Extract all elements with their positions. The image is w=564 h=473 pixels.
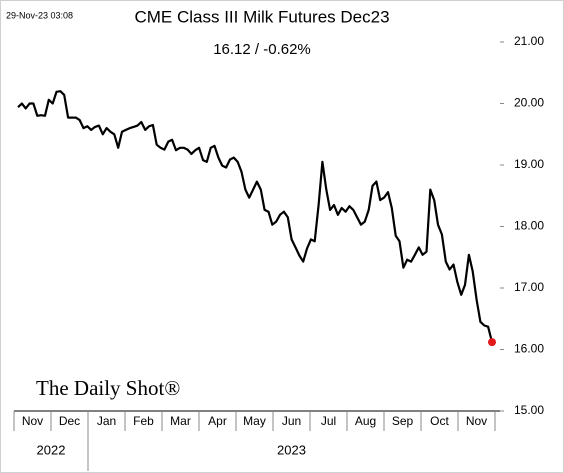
y-tick-label: 17.00 bbox=[514, 280, 544, 294]
y-tick-label: 16.00 bbox=[514, 342, 544, 356]
y-tick-label: 18.00 bbox=[514, 219, 544, 233]
y-tick-label: 15.00 bbox=[514, 403, 544, 417]
x-tick-label: Jun bbox=[282, 414, 301, 428]
x-tick-label: Jul bbox=[321, 414, 336, 428]
last-point bbox=[488, 338, 496, 347]
x-tick-label: Mar bbox=[170, 414, 191, 428]
y-tick-label: 19.00 bbox=[514, 157, 544, 171]
x-tick-label: Nov bbox=[466, 414, 487, 428]
x-tick-label: May bbox=[243, 414, 266, 428]
year-label: 2023 bbox=[277, 442, 306, 457]
y-tick-label: 20.00 bbox=[514, 96, 544, 110]
year-label: 2022 bbox=[37, 442, 66, 457]
timestamp: 29-Nov-23 03:08 bbox=[6, 10, 73, 20]
x-tick-label: Nov bbox=[22, 414, 43, 428]
x-tick-label: Feb bbox=[133, 414, 154, 428]
x-tick-label: Apr bbox=[208, 414, 227, 428]
x-tick-label: Dec bbox=[59, 414, 80, 428]
x-tick-label: Sep bbox=[392, 414, 414, 428]
price-line bbox=[17, 90, 494, 343]
x-tick-label: Oct bbox=[430, 414, 449, 428]
chart-title: CME Class III Milk Futures Dec23 bbox=[134, 7, 389, 26]
y-tick-label: 21.00 bbox=[514, 34, 544, 48]
x-tick-label: Jan bbox=[97, 414, 116, 428]
x-tick-label: Aug bbox=[355, 414, 376, 428]
chart-subtitle: 16.12 / -0.62% bbox=[213, 41, 311, 58]
watermark: The Daily Shot® bbox=[36, 376, 180, 400]
